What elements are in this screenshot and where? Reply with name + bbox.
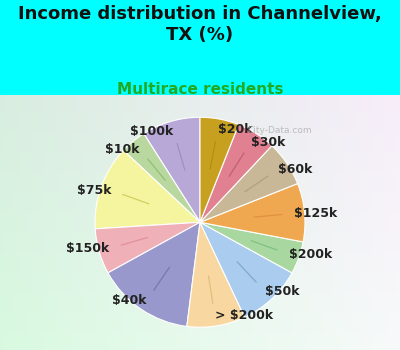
Wedge shape xyxy=(108,222,200,327)
Text: City-Data.com: City-Data.com xyxy=(248,126,313,135)
Wedge shape xyxy=(144,117,200,222)
Text: $150k: $150k xyxy=(66,242,109,255)
Text: $100k: $100k xyxy=(130,125,174,138)
Text: $40k: $40k xyxy=(112,294,147,307)
Text: > $200k: > $200k xyxy=(215,309,273,322)
Text: $10k: $10k xyxy=(105,143,140,156)
Wedge shape xyxy=(200,222,292,317)
Wedge shape xyxy=(200,184,305,242)
Wedge shape xyxy=(187,222,245,327)
Text: $125k: $125k xyxy=(294,207,337,220)
Text: $20k: $20k xyxy=(218,123,252,136)
Text: Multirace residents: Multirace residents xyxy=(117,82,283,97)
Text: $30k: $30k xyxy=(251,136,285,149)
Text: $60k: $60k xyxy=(278,163,312,176)
Wedge shape xyxy=(200,117,239,222)
Wedge shape xyxy=(200,146,298,222)
Wedge shape xyxy=(124,134,200,222)
Text: $200k: $200k xyxy=(289,248,332,261)
Text: Income distribution in Channelview,
TX (%): Income distribution in Channelview, TX (… xyxy=(18,5,382,44)
Wedge shape xyxy=(95,222,200,273)
Wedge shape xyxy=(200,222,303,273)
Text: $50k: $50k xyxy=(265,285,299,297)
Text: $75k: $75k xyxy=(76,184,111,197)
Wedge shape xyxy=(95,150,200,229)
Wedge shape xyxy=(200,125,272,222)
